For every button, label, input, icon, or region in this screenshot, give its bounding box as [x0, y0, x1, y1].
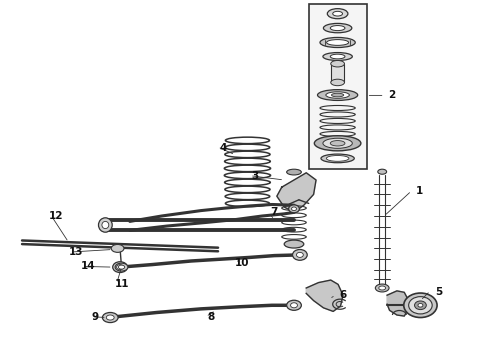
Ellipse shape [102, 312, 118, 323]
Ellipse shape [378, 169, 387, 174]
Text: 14: 14 [81, 261, 96, 271]
Bar [309, 4, 367, 169]
Ellipse shape [320, 37, 355, 48]
Ellipse shape [326, 92, 349, 98]
Ellipse shape [119, 265, 124, 269]
Ellipse shape [326, 156, 349, 161]
Ellipse shape [331, 79, 344, 86]
Ellipse shape [318, 90, 358, 100]
Text: 9: 9 [92, 312, 99, 322]
Polygon shape [306, 280, 343, 311]
Ellipse shape [332, 93, 344, 97]
Text: 8: 8 [207, 312, 214, 322]
Ellipse shape [106, 315, 114, 320]
Ellipse shape [375, 284, 389, 292]
Text: 4: 4 [219, 143, 227, 153]
Ellipse shape [323, 23, 352, 33]
Ellipse shape [330, 26, 345, 31]
Ellipse shape [404, 293, 437, 318]
Polygon shape [387, 291, 408, 316]
Ellipse shape [113, 262, 127, 273]
Ellipse shape [287, 169, 301, 175]
Ellipse shape [379, 286, 386, 290]
Text: 1: 1 [416, 186, 422, 196]
Text: 10: 10 [235, 258, 250, 268]
Ellipse shape [289, 205, 299, 213]
Ellipse shape [291, 303, 297, 308]
Ellipse shape [327, 9, 348, 19]
Text: 5: 5 [435, 287, 442, 297]
Ellipse shape [287, 300, 301, 310]
Bar [331, 64, 344, 82]
Ellipse shape [111, 244, 124, 252]
Ellipse shape [293, 249, 307, 260]
Text: 6: 6 [340, 290, 346, 300]
Ellipse shape [98, 218, 112, 232]
Ellipse shape [415, 301, 426, 310]
Ellipse shape [323, 53, 352, 60]
Ellipse shape [330, 140, 345, 146]
Ellipse shape [115, 263, 128, 271]
Ellipse shape [333, 12, 343, 16]
Ellipse shape [321, 154, 354, 163]
Polygon shape [277, 173, 316, 212]
Ellipse shape [292, 207, 296, 211]
Text: 11: 11 [115, 279, 130, 289]
Ellipse shape [330, 54, 345, 59]
Ellipse shape [418, 303, 423, 307]
Ellipse shape [102, 221, 109, 229]
Text: 13: 13 [69, 247, 83, 257]
Ellipse shape [315, 136, 361, 151]
Ellipse shape [331, 60, 344, 67]
Text: 2: 2 [389, 90, 395, 100]
Ellipse shape [409, 297, 432, 314]
Text: 7: 7 [270, 207, 278, 217]
Ellipse shape [327, 40, 349, 45]
Ellipse shape [284, 240, 304, 248]
Text: 3: 3 [251, 171, 258, 181]
Ellipse shape [296, 252, 303, 257]
Ellipse shape [323, 138, 352, 148]
Ellipse shape [117, 265, 123, 270]
Text: 12: 12 [49, 211, 64, 221]
